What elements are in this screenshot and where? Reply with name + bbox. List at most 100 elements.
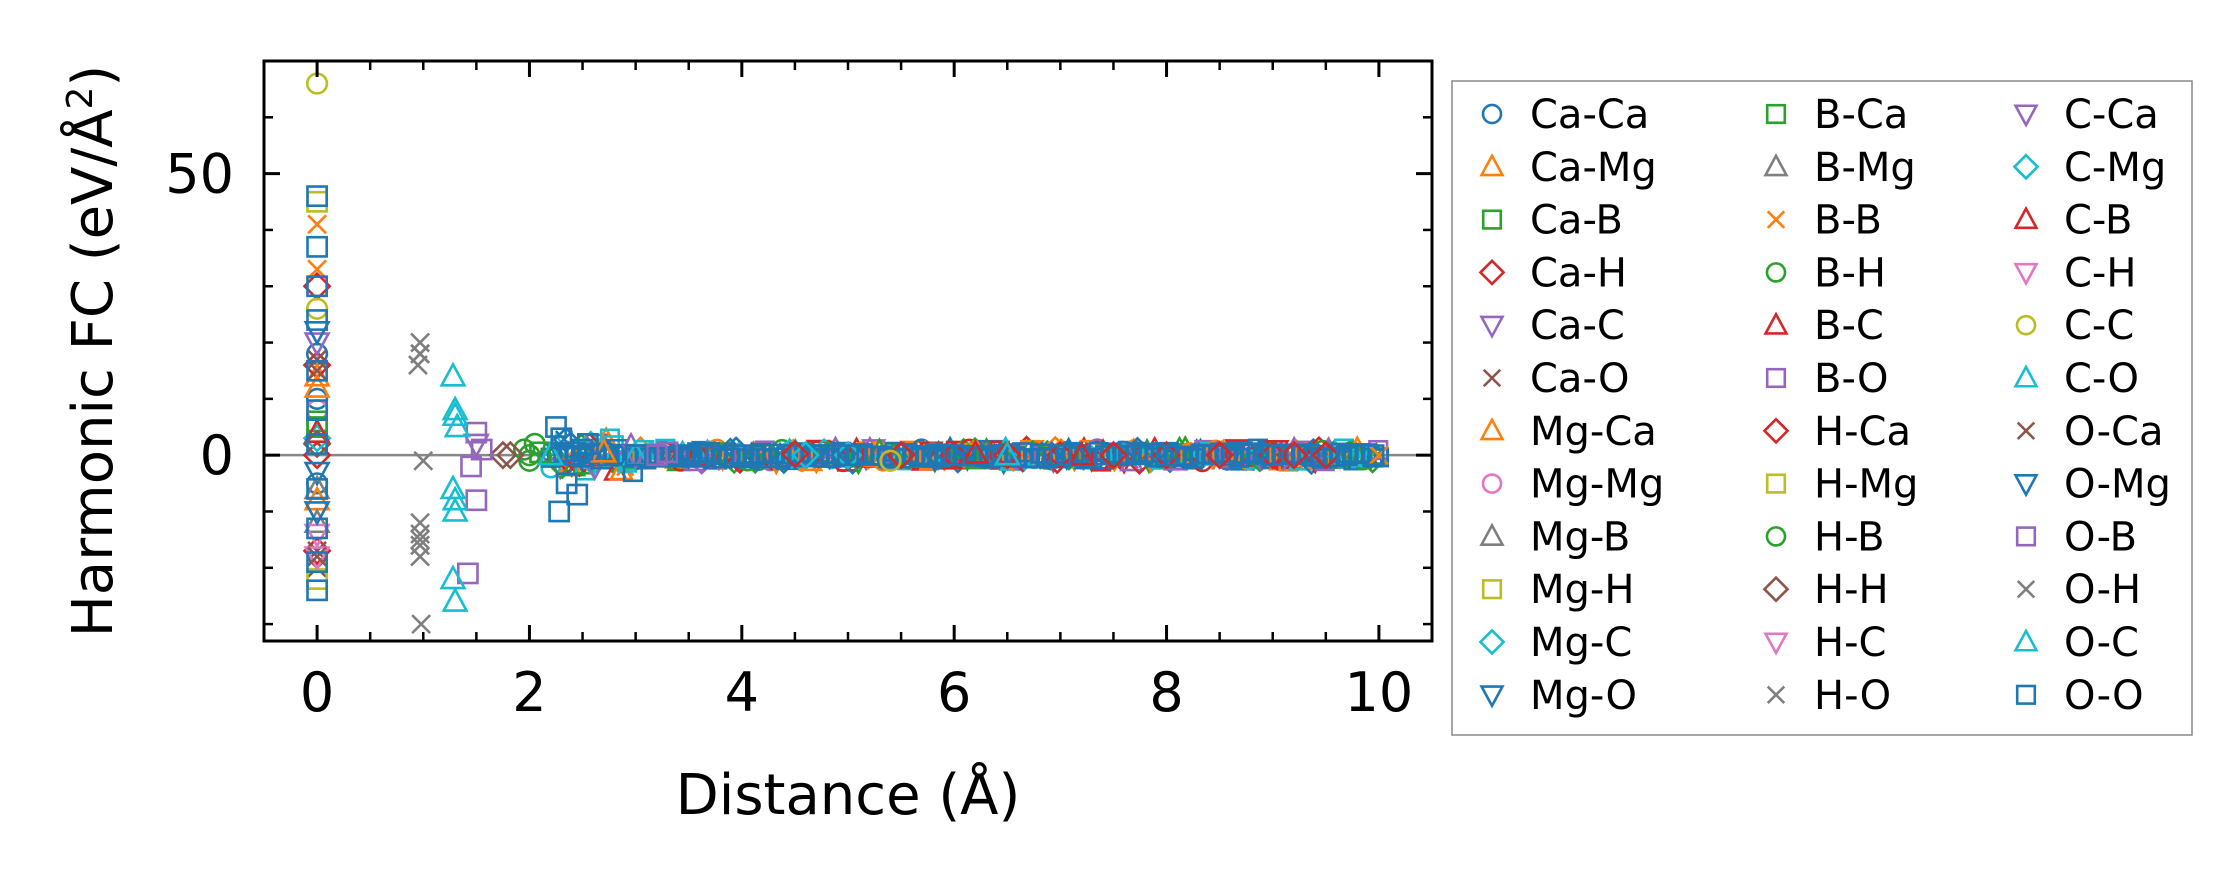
legend-label: Ca-C bbox=[1530, 303, 1625, 349]
data-point bbox=[456, 562, 479, 585]
legend-marker bbox=[1479, 417, 1505, 441]
legend-item: Mg-O bbox=[1479, 673, 1637, 719]
data-point bbox=[1155, 444, 1178, 467]
legend-item: O-Mg bbox=[2013, 462, 2171, 508]
band-point bbox=[1368, 447, 1390, 468]
legend-label: O-B bbox=[2064, 514, 2137, 560]
data-point bbox=[307, 214, 328, 235]
legend-marker bbox=[1481, 579, 1503, 600]
data-point bbox=[303, 332, 331, 358]
legend-label: O-Ca bbox=[2064, 409, 2163, 455]
legend-item: B-H bbox=[1765, 250, 1886, 296]
legend-item: Mg-Mg bbox=[1481, 462, 1664, 508]
data-point bbox=[410, 546, 431, 567]
legend-label: Mg-Ca bbox=[1530, 409, 1657, 455]
legend-marker bbox=[1478, 259, 1506, 286]
legend-label: B-C bbox=[1814, 303, 1884, 349]
band-point bbox=[738, 448, 759, 469]
data-point bbox=[523, 432, 546, 456]
legend-item: H-Ca bbox=[1762, 409, 1911, 455]
legend: Ca-Ca Ca-Mg Ca-B Ca-H Ca-C Ca-O Mg-Ca Mg-Mg Mg-B… bbox=[1451, 80, 2193, 736]
series-o-ca bbox=[307, 360, 328, 567]
band-point bbox=[1184, 447, 1205, 469]
legend-marker bbox=[1478, 628, 1506, 656]
band-point bbox=[1222, 445, 1243, 466]
data-point bbox=[439, 564, 467, 590]
legend-marker bbox=[1765, 103, 1787, 125]
series-b-b bbox=[307, 214, 1389, 466]
data-point bbox=[943, 444, 966, 467]
legend-marker bbox=[2015, 684, 2037, 705]
band-point bbox=[1082, 448, 1103, 469]
data-point bbox=[1311, 440, 1341, 470]
series-c-h bbox=[303, 546, 331, 572]
data-point bbox=[470, 438, 493, 461]
band-point bbox=[1024, 448, 1045, 469]
data-point bbox=[465, 489, 488, 512]
band-point bbox=[1133, 445, 1154, 466]
band-point bbox=[1324, 447, 1345, 468]
data-point bbox=[993, 440, 1021, 466]
legend-label: H-H bbox=[1814, 567, 1889, 613]
legend-marker bbox=[2012, 153, 2040, 181]
legend-item: B-B bbox=[1766, 198, 1882, 244]
legend-marker bbox=[1765, 262, 1787, 283]
data-point bbox=[303, 501, 331, 527]
series-mg-h bbox=[306, 190, 328, 213]
legend-marker bbox=[1481, 209, 1503, 230]
y-tick-label: 0 bbox=[200, 424, 234, 487]
legend-label: Mg-O bbox=[1530, 673, 1637, 719]
band-point bbox=[1298, 443, 1319, 464]
band-point bbox=[718, 447, 740, 468]
x-axis-label: Distance (Å) bbox=[676, 762, 1021, 828]
data-point bbox=[306, 399, 328, 422]
data-point bbox=[462, 433, 490, 459]
legend-label: B-H bbox=[1814, 250, 1886, 296]
legend-item: H-H bbox=[1762, 567, 1889, 613]
legend-item: Mg-H bbox=[1481, 567, 1634, 613]
legend-item: Ca-C bbox=[1479, 303, 1625, 349]
legend-marker bbox=[1482, 368, 1502, 388]
band-point bbox=[680, 447, 701, 468]
data-point bbox=[791, 440, 820, 470]
data-point bbox=[495, 440, 525, 470]
band-point bbox=[878, 448, 899, 469]
band-point bbox=[833, 442, 854, 463]
legend-marker bbox=[2013, 104, 2039, 128]
data-point bbox=[441, 485, 469, 511]
data-point bbox=[571, 438, 594, 461]
legend-marker bbox=[1762, 575, 1790, 603]
band-point bbox=[699, 441, 721, 462]
legend-label: Ca-B bbox=[1530, 198, 1623, 244]
series-h-o bbox=[408, 332, 434, 635]
data-point bbox=[439, 474, 467, 500]
legend-label: O-C bbox=[2064, 620, 2139, 666]
legend-marker bbox=[2015, 526, 2037, 547]
legend-item: Ca-O bbox=[1482, 356, 1629, 402]
data-point bbox=[730, 444, 753, 467]
y-axis-label: Harmonic FC (eV/Å2) bbox=[60, 65, 127, 638]
legend-item: B-O bbox=[1765, 356, 1888, 402]
legend-label: H-Ca bbox=[1814, 409, 1911, 455]
legend-frame bbox=[1451, 80, 2193, 736]
legend-label: B-B bbox=[1814, 198, 1882, 244]
data-point bbox=[303, 461, 331, 487]
y-tick-label: 50 bbox=[165, 143, 234, 206]
data-point bbox=[1279, 440, 1309, 470]
data-point bbox=[1205, 440, 1235, 470]
legend-label: C-C bbox=[2064, 303, 2134, 349]
legend-item: B-Ca bbox=[1765, 92, 1908, 138]
legend-item: H-B bbox=[1765, 514, 1885, 560]
data-point bbox=[992, 440, 1022, 470]
data-point bbox=[576, 433, 599, 455]
legend-marker bbox=[1479, 153, 1505, 177]
legend-marker bbox=[1765, 367, 1787, 389]
legend-item: O-Ca bbox=[2016, 409, 2163, 455]
data-point bbox=[306, 416, 328, 438]
band-point bbox=[1139, 442, 1160, 464]
legend-item: Mg-B bbox=[1479, 514, 1630, 560]
band-point bbox=[820, 447, 842, 468]
data-point bbox=[550, 427, 573, 450]
legend-label: O-Mg bbox=[2064, 462, 2171, 508]
